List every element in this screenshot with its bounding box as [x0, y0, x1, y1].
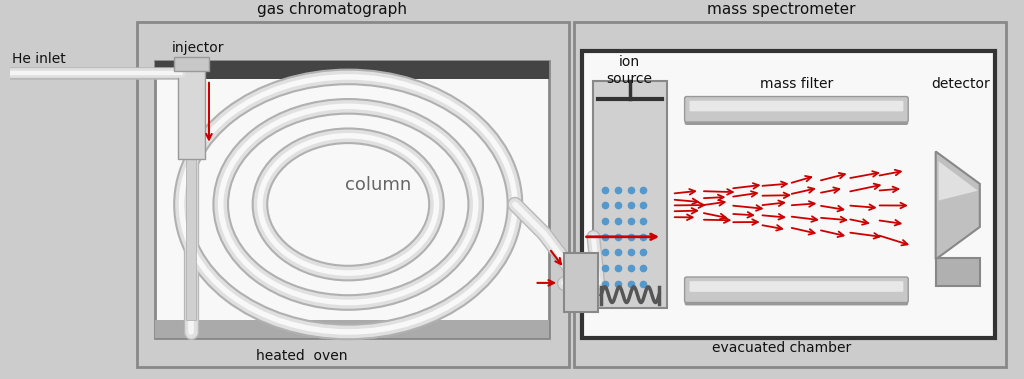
Text: detector: detector	[931, 77, 989, 91]
Text: gas chromatograph: gas chromatograph	[257, 2, 407, 17]
Bar	[174, 57, 209, 71]
Bar	[155, 61, 549, 79]
Bar	[186, 159, 197, 320]
Text: mass spectrometer: mass spectrometer	[708, 2, 856, 17]
Text: injector: injector	[172, 41, 224, 55]
Bar	[155, 320, 549, 338]
Bar	[155, 61, 549, 79]
Bar	[582, 52, 994, 338]
FancyBboxPatch shape	[689, 281, 903, 292]
Text: evacuated chamber: evacuated chamber	[712, 341, 851, 356]
FancyBboxPatch shape	[685, 97, 908, 125]
Text: column: column	[344, 176, 411, 194]
Bar	[593, 81, 667, 309]
Bar	[137, 22, 569, 367]
Bar	[177, 65, 205, 159]
FancyBboxPatch shape	[685, 277, 908, 305]
FancyBboxPatch shape	[689, 101, 903, 111]
Bar	[155, 61, 549, 338]
Bar	[936, 258, 980, 286]
Text: ion
source: ion source	[606, 55, 652, 86]
Text: heated  oven: heated oven	[256, 349, 347, 363]
Text: mass filter: mass filter	[760, 77, 834, 91]
Bar	[573, 22, 1007, 367]
Polygon shape	[939, 161, 978, 200]
Bar	[564, 254, 598, 312]
FancyBboxPatch shape	[685, 97, 908, 122]
Polygon shape	[936, 152, 980, 259]
Text: He inlet: He inlet	[12, 52, 66, 66]
FancyBboxPatch shape	[685, 277, 908, 302]
